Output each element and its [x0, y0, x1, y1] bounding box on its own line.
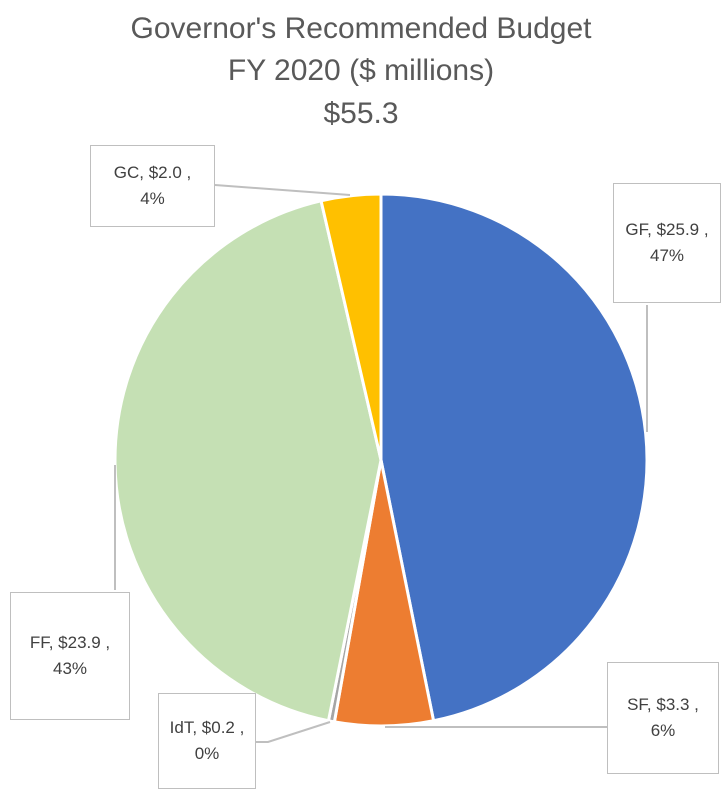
data-label: IdT, $0.2 , 0%: [158, 693, 256, 789]
data-label: GC, $2.0 , 4%: [90, 145, 215, 227]
chart-subtitle: FY 2020 ($ millions): [227, 54, 495, 87]
leader-line: [214, 184, 351, 196]
pie-slice: [379, 192, 649, 723]
pie-slice: [319, 192, 383, 461]
chart-total: $55.3: [323, 97, 399, 130]
leader-line: [256, 721, 331, 743]
data-label: FF, $23.9 , 43%: [10, 592, 130, 720]
data-label: SF, $3.3 , 6%: [607, 662, 719, 774]
chart-title: Governor's Recommended Budget: [130, 12, 592, 45]
pie-slice: [113, 199, 383, 723]
data-label: GF, $25.9 , 47%: [613, 183, 721, 303]
